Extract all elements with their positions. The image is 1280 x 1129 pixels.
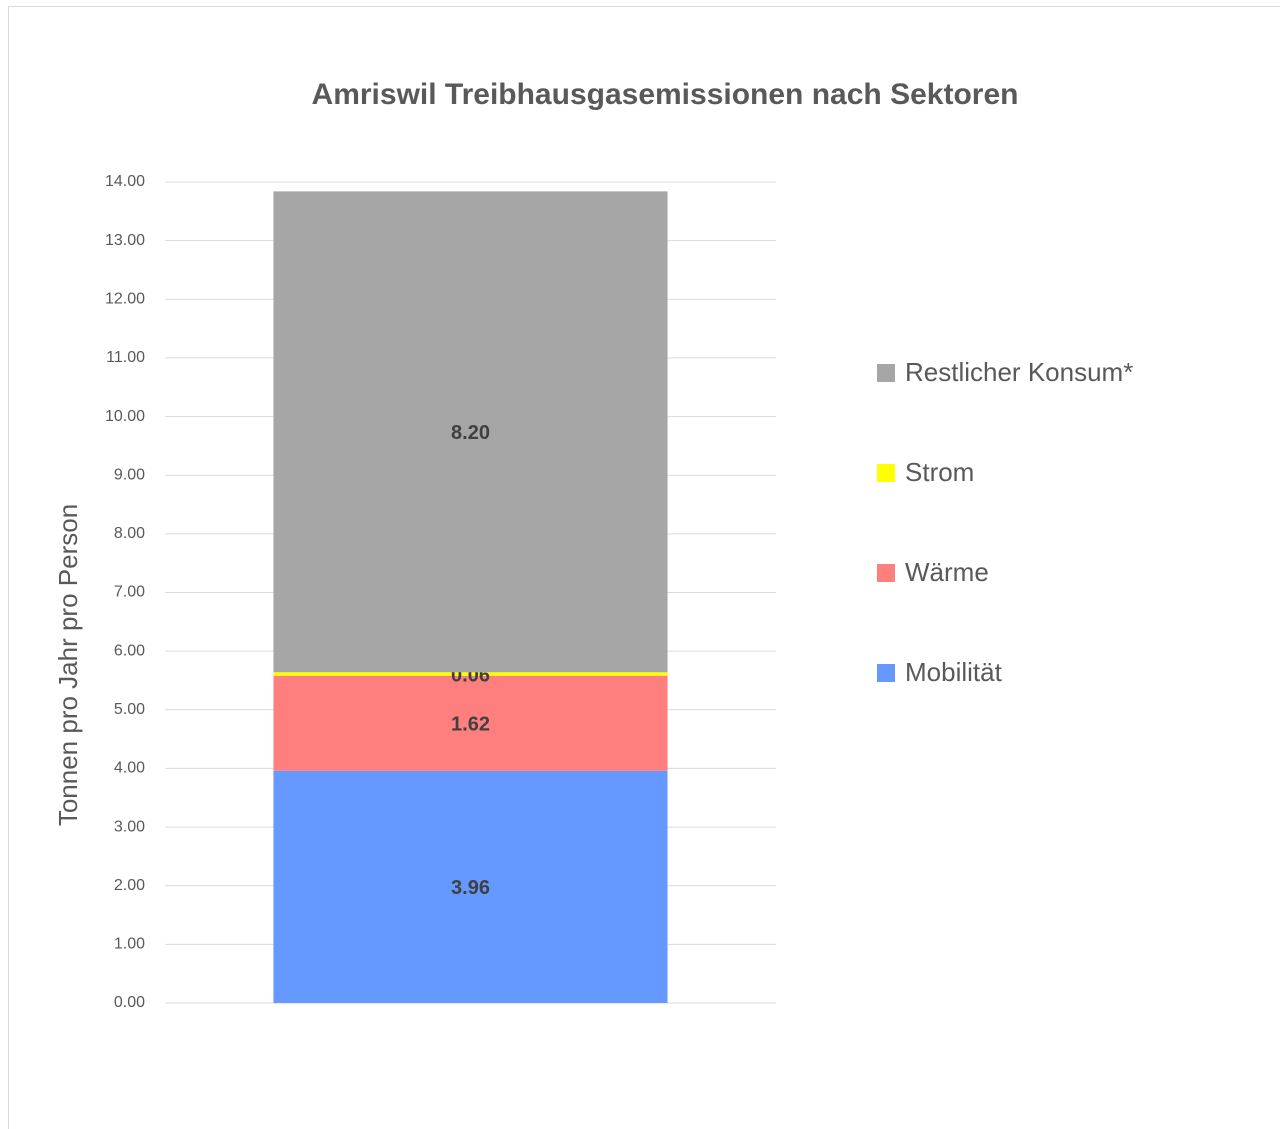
y-tick-label: 13.00	[105, 232, 145, 249]
y-tick-label: 9.00	[114, 466, 145, 483]
y-tick-label: 8.00	[114, 525, 145, 542]
legend-label: Strom	[905, 457, 974, 487]
chart-title: Amriswil Treibhausgasemissionen nach Sek…	[312, 78, 1019, 111]
y-tick-label: 6.00	[114, 642, 145, 659]
legend-label: Mobilität	[905, 657, 1003, 687]
data-label: 1.62	[451, 714, 490, 736]
y-tick-label: 10.00	[105, 408, 145, 425]
y-tick-label: 4.00	[114, 760, 145, 777]
bar-segment	[273, 672, 668, 676]
y-tick-label: 5.00	[114, 701, 145, 718]
legend-label: Restlicher Konsum*	[905, 357, 1133, 387]
y-tick-label: 7.00	[114, 584, 145, 601]
legend-swatch	[877, 664, 895, 682]
y-tick-label: 1.00	[114, 936, 145, 953]
legend-swatch	[877, 464, 895, 482]
y-tick-label: 2.00	[114, 877, 145, 894]
y-tick-label: 14.00	[105, 173, 145, 190]
y-axis-label: Tonnen pro Jahr pro Person	[53, 504, 83, 826]
y-tick-label: 12.00	[105, 291, 145, 308]
legend-swatch	[877, 564, 895, 582]
y-tick-label: 3.00	[114, 818, 145, 835]
legend-label: Wärme	[905, 557, 989, 587]
data-label: 3.96	[451, 877, 490, 899]
y-tick-label: 11.00	[106, 349, 145, 366]
data-label: 8.20	[451, 422, 490, 444]
bar-segment	[273, 675, 668, 771]
bar-segment	[273, 191, 668, 673]
legend-swatch	[877, 364, 895, 382]
bar-segment	[273, 770, 668, 1003]
y-tick-label: 0.00	[114, 994, 145, 1011]
